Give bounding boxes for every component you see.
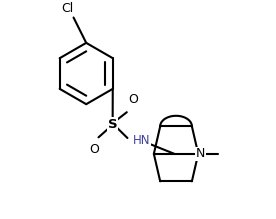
Text: HN: HN [133, 134, 150, 147]
Text: O: O [90, 143, 100, 156]
Text: O: O [128, 93, 138, 106]
Text: S: S [108, 118, 118, 131]
Text: Cl: Cl [61, 2, 73, 15]
Text: N: N [196, 147, 205, 160]
